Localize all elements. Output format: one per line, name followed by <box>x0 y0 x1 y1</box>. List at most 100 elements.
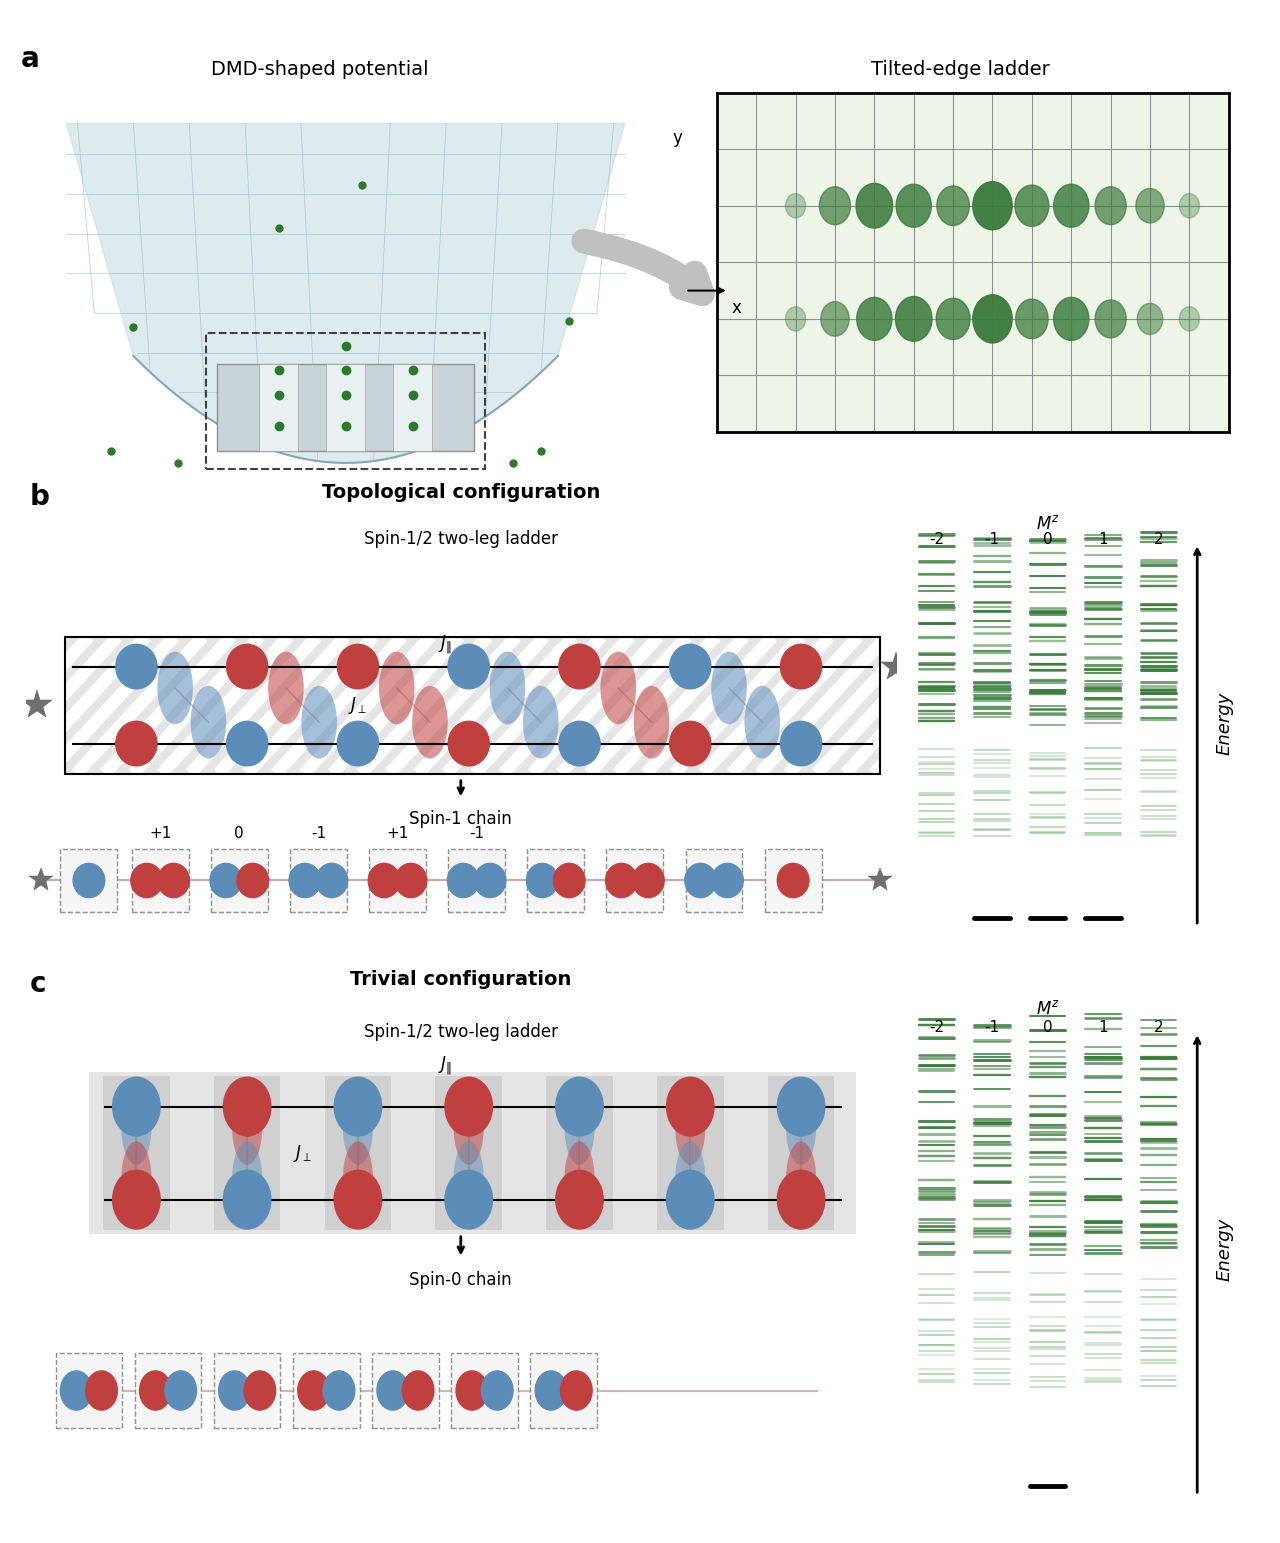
Circle shape <box>298 1370 329 1410</box>
Circle shape <box>632 864 664 898</box>
Circle shape <box>667 1170 714 1228</box>
Circle shape <box>777 1077 824 1136</box>
Circle shape <box>224 1170 271 1228</box>
Text: $J_{\perp}$: $J_{\perp}$ <box>348 694 367 716</box>
Circle shape <box>210 864 242 898</box>
Ellipse shape <box>524 685 558 759</box>
Bar <box>764 849 822 912</box>
Ellipse shape <box>745 685 780 759</box>
Ellipse shape <box>232 1091 262 1165</box>
Ellipse shape <box>786 1142 817 1214</box>
Circle shape <box>605 864 637 898</box>
Circle shape <box>115 721 157 765</box>
Circle shape <box>338 645 379 688</box>
Ellipse shape <box>1135 188 1165 224</box>
Bar <box>452 1353 518 1427</box>
Circle shape <box>777 864 809 898</box>
Circle shape <box>448 645 489 688</box>
Text: 1: 1 <box>1098 532 1107 548</box>
Ellipse shape <box>453 1142 484 1214</box>
Text: Spin-1/2 two-leg ladder: Spin-1/2 two-leg ladder <box>364 1023 558 1042</box>
Text: $J_{\|}$: $J_{\|}$ <box>438 1054 452 1077</box>
Bar <box>607 849 663 912</box>
Bar <box>65 637 881 773</box>
Bar <box>88 1072 856 1234</box>
Text: $J_{\|}$: $J_{\|}$ <box>438 634 452 656</box>
Circle shape <box>526 864 558 898</box>
Circle shape <box>561 1370 593 1410</box>
Bar <box>104 1077 170 1230</box>
Circle shape <box>140 1370 172 1410</box>
Circle shape <box>113 1170 160 1228</box>
Ellipse shape <box>490 651 525 724</box>
Ellipse shape <box>676 1142 705 1214</box>
Ellipse shape <box>379 651 415 724</box>
Text: +1: +1 <box>148 826 172 841</box>
Circle shape <box>338 721 379 765</box>
Text: c: c <box>29 969 46 997</box>
Circle shape <box>559 721 600 765</box>
Ellipse shape <box>564 1091 594 1165</box>
Circle shape <box>777 1170 824 1228</box>
Circle shape <box>445 1077 493 1136</box>
Text: -2: -2 <box>929 532 945 548</box>
Ellipse shape <box>973 182 1012 230</box>
Text: y: y <box>672 130 682 147</box>
Ellipse shape <box>634 685 669 759</box>
Ellipse shape <box>157 651 193 724</box>
Circle shape <box>334 1170 381 1228</box>
Text: -2: -2 <box>929 1020 945 1035</box>
Text: -1: -1 <box>311 826 326 841</box>
Ellipse shape <box>786 193 805 218</box>
Bar <box>547 1077 613 1230</box>
Text: a: a <box>20 45 40 73</box>
Ellipse shape <box>1179 307 1199 332</box>
Text: +1: +1 <box>387 826 408 841</box>
Circle shape <box>556 1077 603 1136</box>
Circle shape <box>456 1370 488 1410</box>
Text: Topological configuration: Topological configuration <box>321 483 600 501</box>
Circle shape <box>535 1370 567 1410</box>
Bar <box>686 849 742 912</box>
Circle shape <box>244 1370 275 1410</box>
Circle shape <box>402 1370 434 1410</box>
Bar <box>206 333 485 469</box>
Text: $M^z$: $M^z$ <box>1036 1000 1060 1018</box>
Circle shape <box>396 864 426 898</box>
Ellipse shape <box>564 1142 594 1214</box>
Ellipse shape <box>343 1091 372 1165</box>
Bar <box>435 1077 502 1230</box>
Text: 0: 0 <box>234 826 244 841</box>
Circle shape <box>289 864 321 898</box>
Bar <box>214 1077 280 1230</box>
Text: -1: -1 <box>468 826 484 841</box>
Circle shape <box>115 645 157 688</box>
Bar <box>65 637 881 773</box>
Circle shape <box>224 1077 271 1136</box>
Bar <box>369 849 426 912</box>
Circle shape <box>448 721 489 765</box>
Circle shape <box>165 1370 197 1410</box>
Bar <box>448 849 506 912</box>
Ellipse shape <box>973 295 1012 343</box>
Bar <box>259 364 298 451</box>
Text: 2: 2 <box>1153 532 1164 548</box>
Text: Trivial configuration: Trivial configuration <box>351 969 571 989</box>
Ellipse shape <box>122 1091 151 1165</box>
Ellipse shape <box>1096 187 1126 225</box>
Ellipse shape <box>896 296 932 341</box>
Circle shape <box>86 1370 118 1410</box>
Circle shape <box>237 864 269 898</box>
Bar <box>289 849 347 912</box>
Ellipse shape <box>676 1091 705 1165</box>
Ellipse shape <box>600 651 636 724</box>
Circle shape <box>334 1077 381 1136</box>
Ellipse shape <box>896 184 932 227</box>
Text: Spin-1/2 two-leg ladder: Spin-1/2 two-leg ladder <box>364 529 558 548</box>
Bar <box>325 1077 392 1230</box>
Circle shape <box>227 645 268 688</box>
Circle shape <box>219 1370 251 1410</box>
Bar <box>657 1077 723 1230</box>
Text: Tilted-edge ladder: Tilted-edge ladder <box>870 60 1050 79</box>
Text: 0: 0 <box>1043 1020 1052 1035</box>
